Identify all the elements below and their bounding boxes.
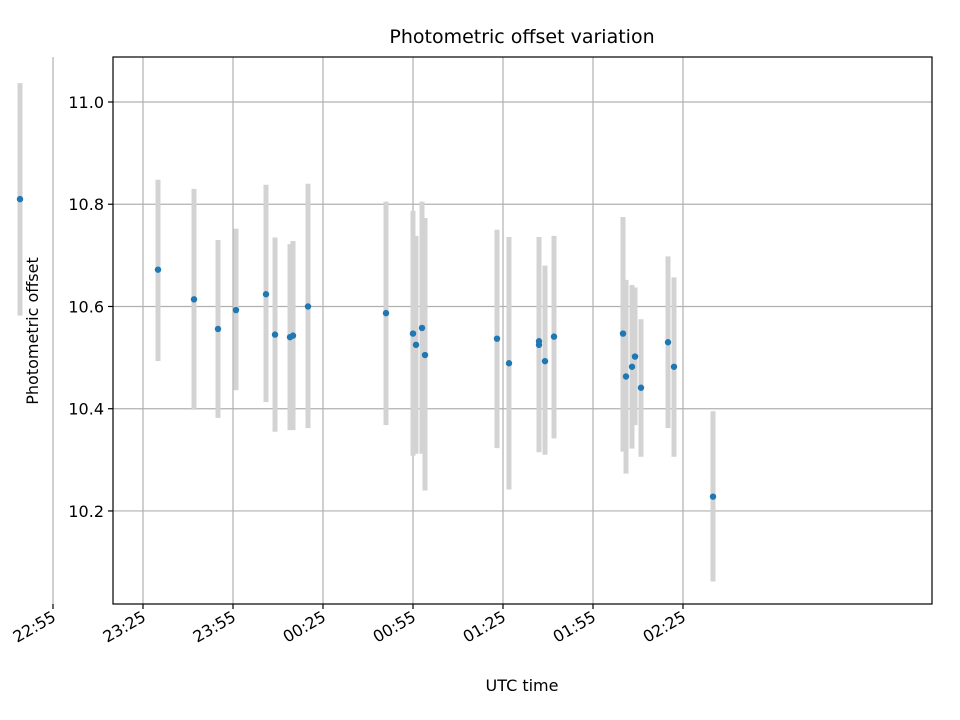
- data-point: [505, 360, 513, 367]
- y-tick-label: 11.0: [68, 93, 104, 112]
- data-point: [637, 384, 645, 391]
- y-tick-label: 10.2: [68, 502, 104, 521]
- data-point: [304, 303, 312, 310]
- x-axis-title: UTC time: [486, 676, 559, 695]
- data-point: [550, 333, 558, 340]
- data-point: [154, 266, 162, 273]
- y-tick-label: 10.4: [68, 400, 104, 419]
- data-point: [619, 330, 627, 337]
- data-point: [709, 493, 717, 500]
- data-point: [535, 338, 543, 345]
- y-axis-title: Photometric offset: [23, 257, 42, 405]
- y-tick-label: 10.6: [68, 297, 104, 316]
- data-point: [214, 325, 222, 333]
- data-point: [262, 291, 270, 298]
- data-point: [670, 363, 678, 370]
- data-point: [382, 309, 390, 317]
- data-point: [421, 351, 429, 359]
- data-point: [541, 357, 549, 365]
- data-point: [232, 306, 240, 314]
- y-axis: 10.2 10.4 10.6 10.8 11.0: [68, 93, 113, 521]
- chart-title: Photometric offset variation: [389, 26, 654, 48]
- data-point: [628, 363, 636, 370]
- data-point: [412, 341, 420, 349]
- data-point: [16, 195, 24, 203]
- data-point: [664, 339, 672, 346]
- data-point: [409, 330, 417, 337]
- data-point: [622, 373, 630, 380]
- data-point: [418, 324, 426, 332]
- data-point: [190, 296, 198, 303]
- plot-frame: [112, 56, 933, 605]
- data-point: [271, 331, 279, 338]
- data-point: [493, 335, 501, 342]
- point-layer: [16, 195, 717, 500]
- data-point: [631, 353, 639, 360]
- y-tick-label: 10.8: [68, 195, 104, 214]
- data-point: [289, 332, 297, 339]
